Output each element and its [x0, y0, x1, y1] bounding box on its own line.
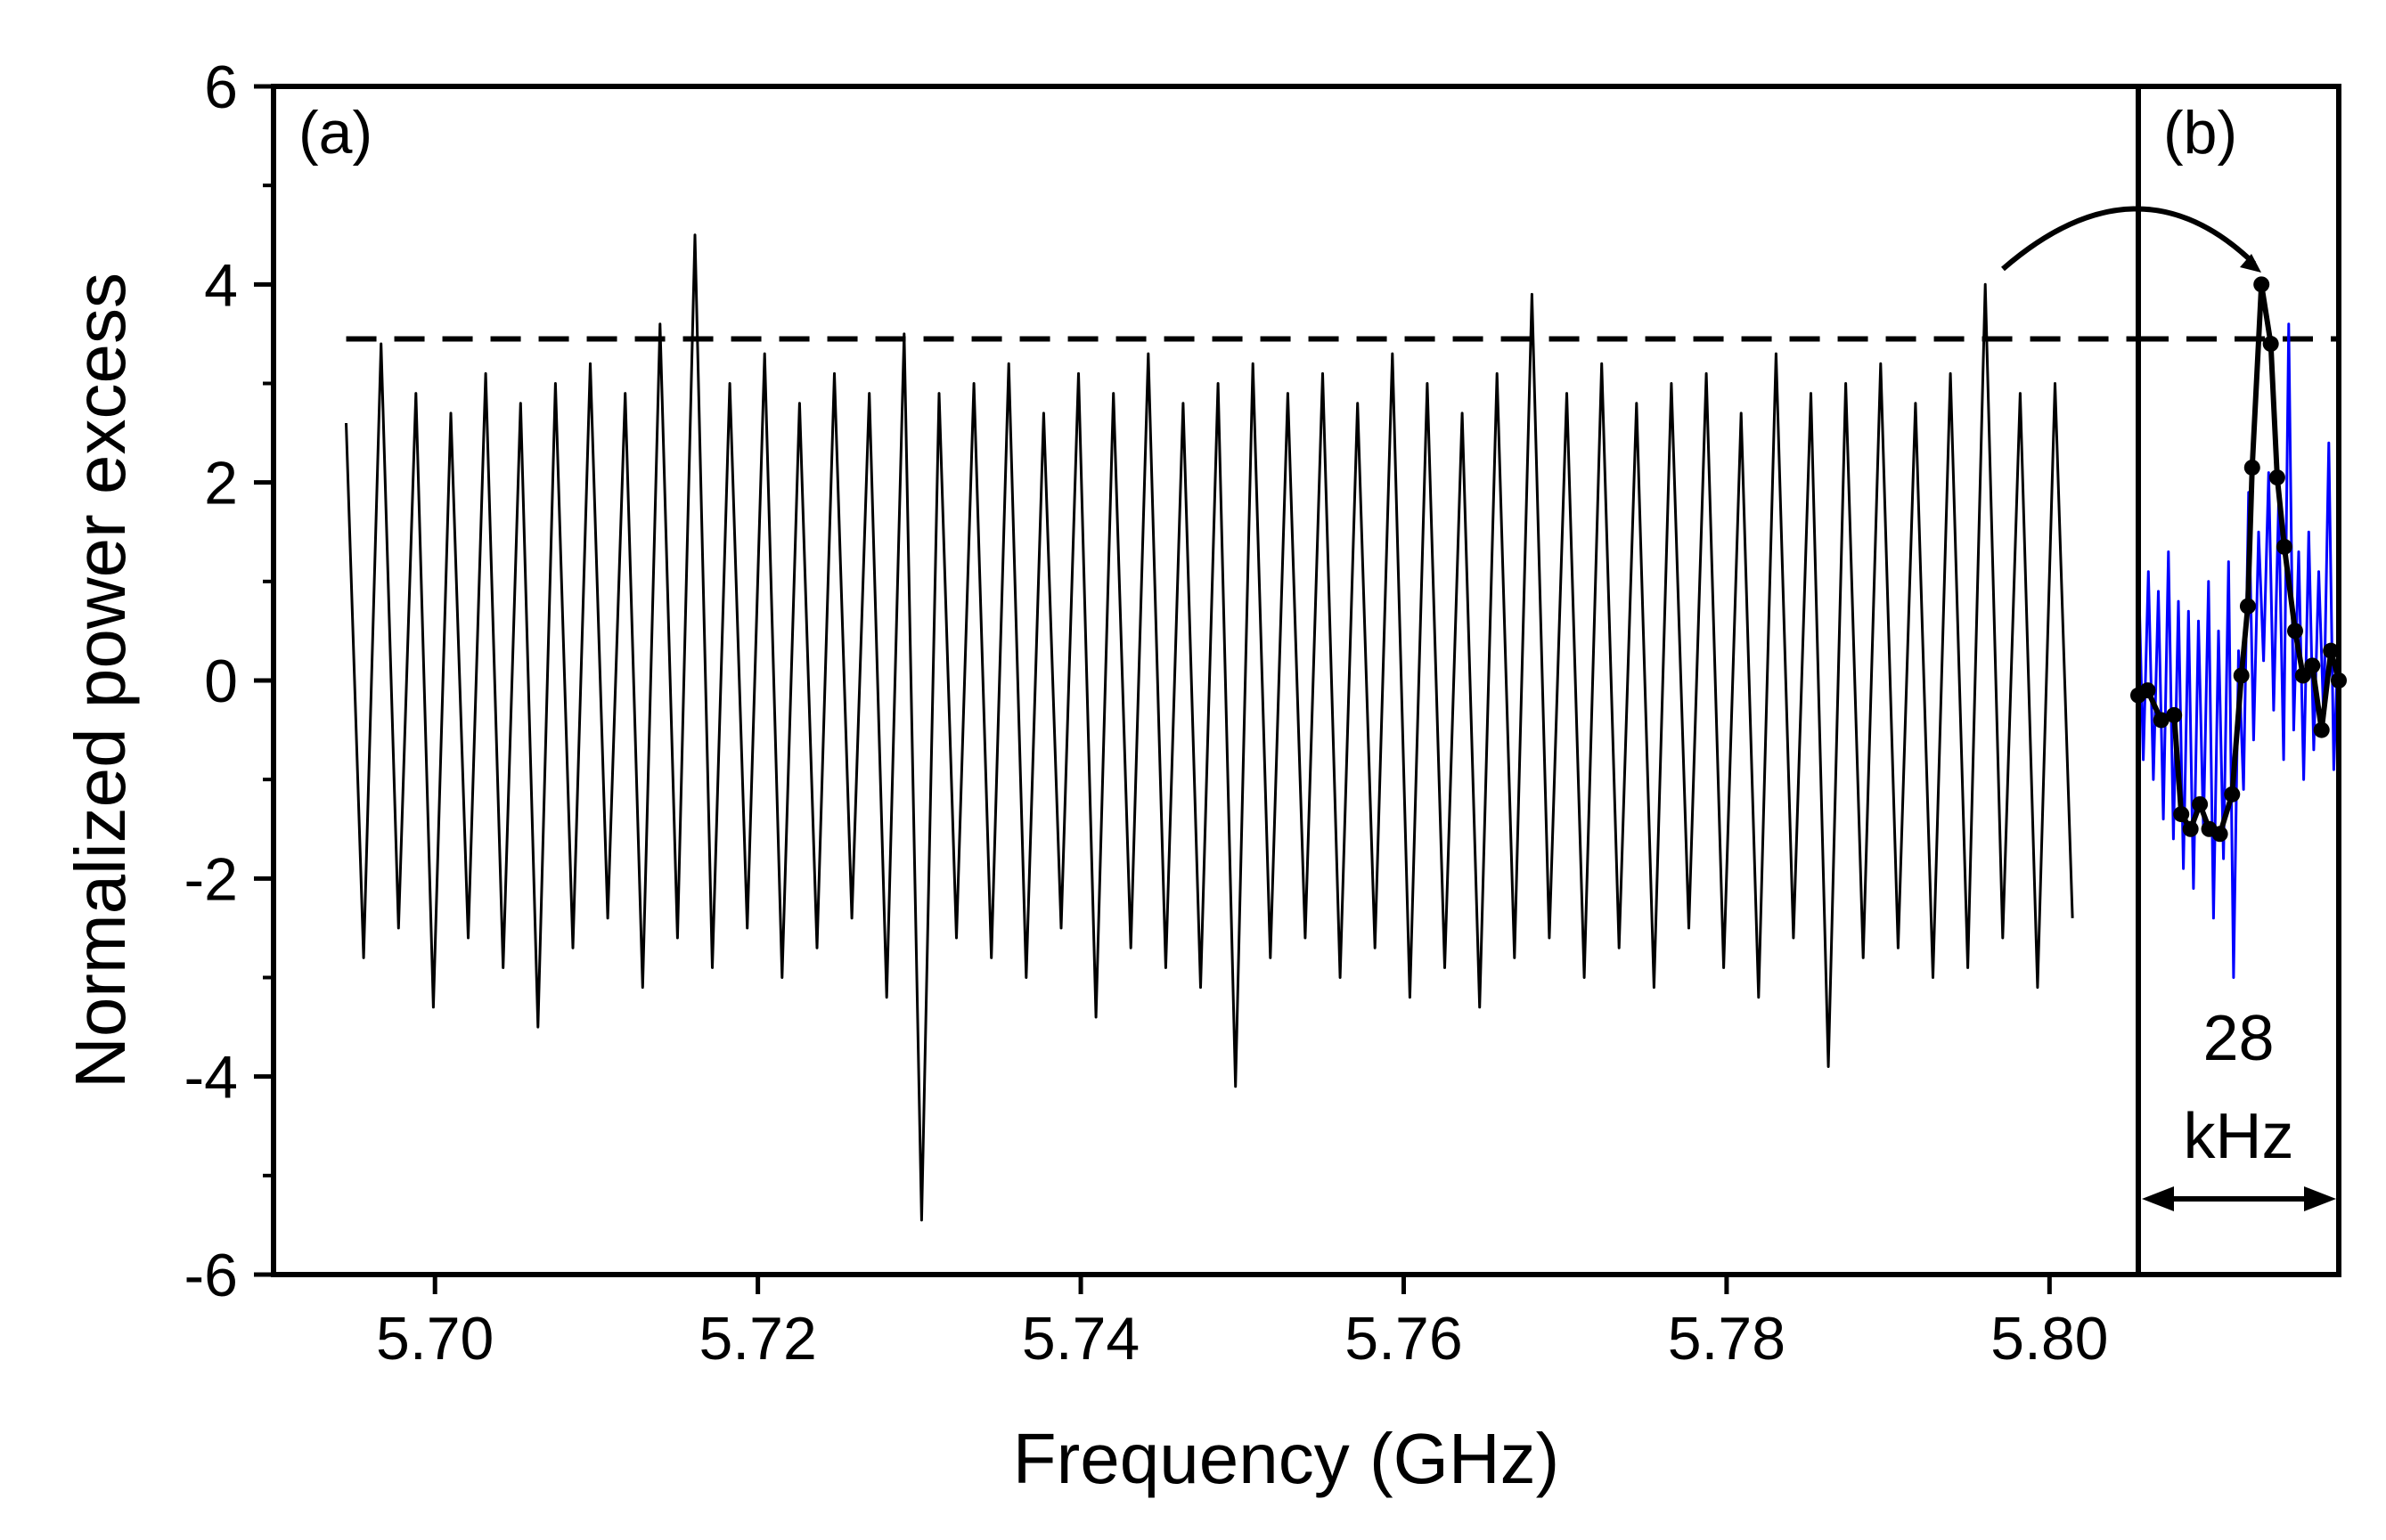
data-line [2137, 322, 2341, 979]
y-tick-label: -2 [184, 845, 238, 913]
x-axis-label: Frequency (GHz) [1013, 1419, 1559, 1498]
data-point [2262, 336, 2279, 353]
y-tick-label: 6 [204, 53, 238, 121]
y-tick-label: -6 [184, 1242, 238, 1309]
arrow-head [2142, 1186, 2174, 1211]
panel-label: (b) [2163, 99, 2237, 167]
curved-arrow [2001, 206, 2257, 272]
plot-frame [271, 84, 2141, 1277]
data-point [2268, 469, 2285, 486]
data-point [2139, 682, 2156, 699]
annotation: 28 [2202, 1003, 2274, 1074]
data-point [2243, 459, 2260, 476]
data-point [2153, 712, 2169, 729]
data-point [2211, 826, 2228, 843]
x-tick-label: 5.76 [1344, 1305, 1462, 1373]
data-point [2304, 657, 2321, 674]
x-tick-label: 5.78 [1668, 1305, 1785, 1373]
plots: (a) -6 -4 -2 0 2 4 6 5.70 5.72 5.74 5.76 5.78 5.80 Fre… [61, 53, 2347, 1498]
data-point [2276, 538, 2292, 555]
annotation: kHz [2184, 1101, 2294, 1172]
y-tick-label: 4 [204, 251, 238, 319]
data-point [2239, 598, 2256, 615]
data-point [2166, 706, 2183, 723]
data-point [2323, 642, 2340, 659]
data-point [2192, 795, 2209, 812]
y-axis-label: Normalized power excess [61, 273, 140, 1088]
x-tick-label: 5.72 [699, 1305, 816, 1373]
x-tick-label: 5.74 [1022, 1305, 1140, 1373]
data-line [345, 233, 2074, 1222]
y-tick-label: 2 [204, 450, 238, 517]
arrow-head [2240, 254, 2261, 273]
x-tick-label: 5.70 [376, 1305, 494, 1373]
arrow-head [2304, 1186, 2336, 1211]
data-point [2313, 721, 2330, 738]
data-point [2224, 786, 2241, 803]
plot-frame [2136, 84, 2341, 1277]
y-tick-label: 0 [204, 648, 238, 715]
data-point [2253, 276, 2270, 293]
panel-label: (a) [298, 99, 372, 167]
data-point [2182, 820, 2199, 837]
y-tick-label: -4 [184, 1044, 238, 1112]
data-point [2173, 806, 2190, 823]
data-point [2286, 623, 2303, 640]
x-tick-label: 5.80 [1990, 1305, 2108, 1373]
data-point [2233, 667, 2250, 684]
